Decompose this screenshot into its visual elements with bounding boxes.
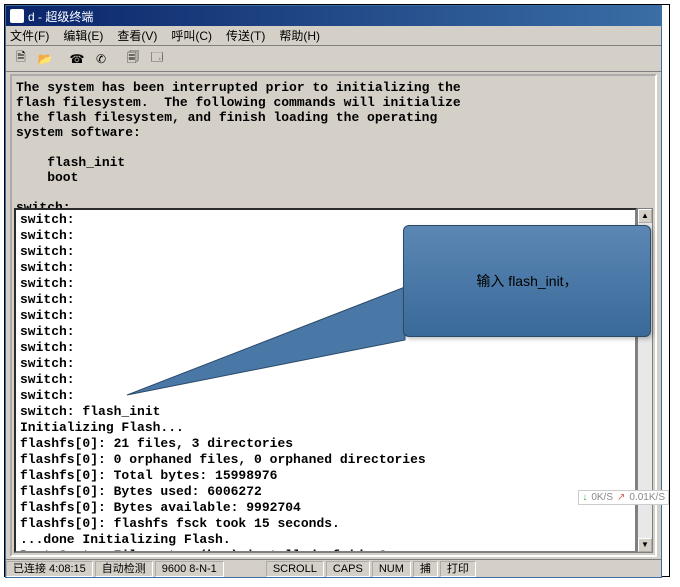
- status-params: 9600 8-N-1: [155, 561, 224, 577]
- upload-arrow-icon: ↗: [617, 492, 625, 503]
- download-arrow-icon: ↓: [582, 492, 587, 503]
- menu-view[interactable]: 查看(V): [117, 27, 157, 44]
- menu-call[interactable]: 呼叫(C): [171, 27, 212, 44]
- send-icon[interactable]: 🗐: [122, 48, 144, 70]
- new-doc-icon[interactable]: 🗎: [10, 48, 32, 70]
- menu-help[interactable]: 帮助(H): [279, 27, 320, 44]
- screenshot-frame: d - 超级终端 文件(F) 编辑(E) 查看(V) 呼叫(C) 传送(T) 帮…: [4, 4, 670, 577]
- terminal-pane: The system has been interrupted prior to…: [10, 74, 657, 557]
- status-caps: CAPS: [326, 561, 370, 577]
- menu-transfer[interactable]: 传送(T): [226, 27, 265, 44]
- disconnect-icon[interactable]: ✆: [90, 48, 112, 70]
- status-connection: 已连接 4:08:15: [6, 561, 93, 577]
- upload-rate: 0.01K/S: [629, 492, 665, 503]
- open-doc-icon[interactable]: 📂: [34, 48, 56, 70]
- status-num: NUM: [372, 561, 411, 577]
- download-rate: 0K/S: [591, 492, 613, 503]
- status-print: 打印: [440, 561, 476, 577]
- menu-edit[interactable]: 编辑(E): [63, 27, 103, 44]
- hyperterminal-window: d - 超级终端 文件(F) 编辑(E) 查看(V) 呼叫(C) 传送(T) 帮…: [5, 5, 662, 578]
- titlebar[interactable]: d - 超级终端: [6, 6, 661, 26]
- statusbar: 已连接 4:08:15 自动检测 9600 8-N-1 SCROLL CAPS …: [6, 559, 661, 577]
- scroll-down-icon[interactable]: ▼: [638, 538, 652, 552]
- status-capture: 捕: [413, 561, 438, 577]
- connect-icon[interactable]: ☎: [66, 48, 88, 70]
- menu-file[interactable]: 文件(F): [10, 27, 49, 44]
- window-title: d - 超级终端: [28, 8, 93, 25]
- boot-message: The system has been interrupted prior to…: [12, 76, 655, 215]
- transfer-rate-indicator: ↓ 0K/S ↗ 0.01K/S: [578, 490, 669, 505]
- app-icon: [10, 9, 24, 23]
- terminal-output-pane[interactable]: switch: switch: switch: switch: switch: …: [14, 208, 637, 553]
- menubar: 文件(F) 编辑(E) 查看(V) 呼叫(C) 传送(T) 帮助(H): [6, 26, 661, 46]
- terminal-output-text: switch: switch: switch: switch: switch: …: [16, 210, 635, 553]
- status-detect: 自动检测: [95, 561, 153, 577]
- status-scroll: SCROLL: [266, 561, 324, 577]
- toolbar: 🗎 📂 ☎ ✆ 🗐 🗔: [6, 46, 661, 72]
- scroll-up-icon[interactable]: ▲: [638, 209, 652, 223]
- properties-icon[interactable]: 🗔: [146, 48, 168, 70]
